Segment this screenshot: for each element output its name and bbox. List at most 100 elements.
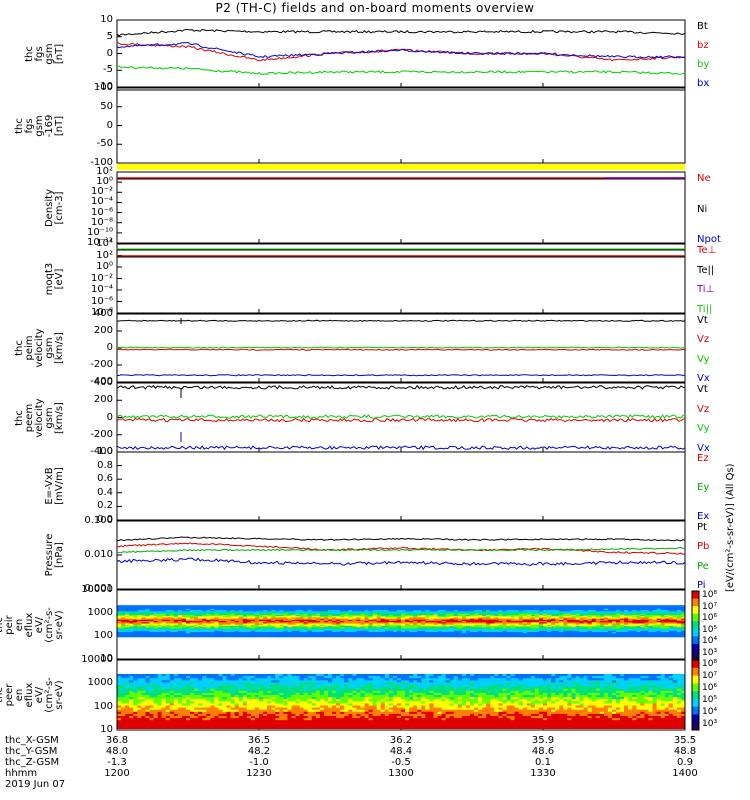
spec-cell bbox=[603, 622, 609, 624]
spec-cell bbox=[153, 605, 158, 607]
spec-cell bbox=[668, 629, 674, 632]
spec-cell bbox=[437, 611, 442, 613]
spec-cell bbox=[478, 634, 483, 637]
spec-cell bbox=[636, 629, 641, 632]
spec-cell bbox=[595, 635, 601, 638]
spec-cell bbox=[137, 607, 142, 610]
spec-cell bbox=[319, 632, 325, 634]
spec-cell bbox=[214, 628, 219, 630]
spec-cell bbox=[238, 621, 244, 623]
spec-cell bbox=[181, 682, 187, 685]
spec-cell bbox=[328, 674, 333, 677]
spec-cell bbox=[299, 633, 305, 635]
spec-cell bbox=[283, 635, 288, 638]
spec-cell bbox=[599, 680, 605, 683]
spec-cell bbox=[660, 618, 666, 621]
spec-cell bbox=[668, 622, 674, 624]
spec-cell bbox=[242, 614, 248, 617]
spec-cell bbox=[234, 629, 240, 632]
spec-cell bbox=[368, 630, 373, 633]
spec-cell bbox=[486, 680, 491, 683]
spec-cell bbox=[340, 633, 345, 635]
spec-cell bbox=[425, 628, 430, 630]
spec-cell bbox=[145, 623, 150, 626]
spec-cell bbox=[518, 629, 524, 632]
spec-cell bbox=[603, 627, 609, 629]
spec-cell bbox=[482, 611, 487, 613]
spec-cell bbox=[388, 618, 394, 621]
spec-cell bbox=[620, 608, 625, 611]
spec-cell bbox=[275, 618, 280, 621]
spec-cell bbox=[530, 686, 536, 690]
spec-cell bbox=[214, 622, 219, 624]
spec-cell bbox=[283, 610, 288, 612]
spec-cell bbox=[506, 629, 511, 632]
spec-cell bbox=[676, 612, 682, 615]
panel-frame-temp bbox=[116, 243, 686, 314]
spec-cell bbox=[145, 676, 150, 679]
spec-cell bbox=[133, 619, 138, 622]
spec-cell bbox=[137, 623, 142, 626]
spec-cell bbox=[660, 625, 666, 628]
spec-cell bbox=[186, 676, 191, 679]
spec-cell bbox=[121, 684, 126, 687]
spec-cell bbox=[559, 608, 564, 611]
spec-cell bbox=[409, 612, 414, 615]
spec-cell bbox=[352, 634, 357, 637]
spec-cell bbox=[275, 614, 280, 617]
spec-cell bbox=[538, 674, 544, 677]
spec-cell bbox=[461, 628, 467, 630]
spec-cell bbox=[616, 682, 621, 685]
spec-cell bbox=[474, 682, 479, 685]
spec-cell bbox=[656, 617, 662, 619]
spec-cell bbox=[246, 690, 252, 694]
spec-cell bbox=[559, 686, 564, 690]
spec-cell bbox=[676, 610, 682, 612]
spec-cell bbox=[595, 633, 601, 635]
spec-cell bbox=[218, 623, 223, 626]
spec-cell bbox=[356, 611, 361, 613]
spec-cell bbox=[616, 628, 621, 630]
spec-cell bbox=[672, 625, 678, 628]
spec-cell bbox=[392, 628, 398, 630]
spec-cell bbox=[303, 610, 309, 612]
spec-cell bbox=[486, 606, 491, 608]
spec-cell bbox=[157, 622, 163, 624]
spec-cell bbox=[579, 682, 584, 685]
spec-cell bbox=[583, 634, 589, 637]
spec-cell bbox=[287, 629, 292, 632]
spec-cell bbox=[360, 684, 365, 687]
spec-cell bbox=[676, 686, 682, 690]
spec-cell bbox=[206, 613, 211, 616]
spec-cell bbox=[157, 676, 163, 679]
spec-cell bbox=[392, 688, 398, 692]
spec-cell bbox=[267, 625, 272, 628]
spec-cell bbox=[672, 676, 678, 679]
spec-cell bbox=[230, 607, 236, 610]
spec-cell bbox=[401, 619, 406, 622]
spec-cell bbox=[628, 625, 633, 628]
spec-cell bbox=[125, 680, 130, 683]
spec-cell bbox=[348, 634, 353, 637]
spec-cell bbox=[441, 627, 447, 629]
spec-cell bbox=[137, 613, 142, 616]
spec-cell bbox=[559, 625, 564, 628]
spec-cell bbox=[267, 634, 272, 637]
spec-cell bbox=[291, 618, 296, 621]
spec-cell bbox=[612, 613, 617, 616]
spec-cell bbox=[559, 635, 564, 638]
spec-cell bbox=[534, 607, 540, 610]
spec-cell bbox=[668, 614, 674, 617]
spec-cell bbox=[234, 608, 240, 611]
spec-cell bbox=[356, 623, 361, 626]
spec-cell bbox=[652, 630, 657, 633]
spec-cell bbox=[563, 606, 568, 608]
spec-cell bbox=[275, 684, 280, 687]
spec-cell bbox=[238, 674, 244, 677]
spec-cell bbox=[230, 610, 236, 612]
spec-cell bbox=[632, 622, 637, 624]
spec-cell bbox=[254, 635, 260, 638]
spec-cell bbox=[514, 622, 520, 624]
spec-cell bbox=[117, 690, 122, 694]
spec-cell bbox=[137, 622, 142, 624]
